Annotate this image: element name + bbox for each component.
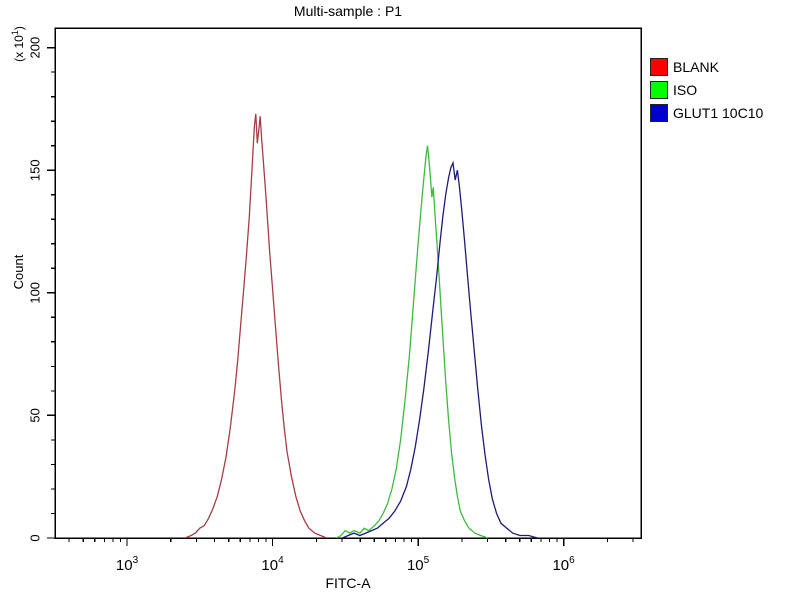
x-tick-label: 105 [407,555,430,574]
legend-label-iso: ISO [673,82,698,98]
plot-title: Multi-sample : P1 [293,3,403,19]
y-tick-label: 50 [27,408,42,422]
legend-swatch-blank [650,58,668,76]
x-tick-label: 104 [261,555,284,574]
legend-label-glut1-10c10: GLUT1 10C10 [673,105,764,121]
x-axis-label: FITC-A [325,575,371,591]
plot-frame [54,27,642,539]
x-tick-label: 106 [552,555,575,574]
legend: BLANK ISO GLUT1 10C10 [650,58,763,122]
legend-item-blank: BLANK [650,58,763,76]
curve-blank [184,113,327,539]
x-tick-label: 103 [116,555,139,574]
y-tick-label: 0 [27,534,42,541]
curve-iso [336,145,489,539]
legend-swatch-glut1-10c10 [650,104,668,122]
y-tick-label: 100 [27,282,42,304]
legend-item-iso: ISO [650,81,763,99]
legend-swatch-iso [650,81,668,99]
y-tick-label: 200 [27,37,42,59]
y-tick-label: 150 [27,159,42,181]
legend-label-blank: BLANK [673,59,719,75]
curve-glut1-10c10 [342,160,538,539]
legend-item-glut1-10c10: GLUT1 10C10 [650,104,763,122]
